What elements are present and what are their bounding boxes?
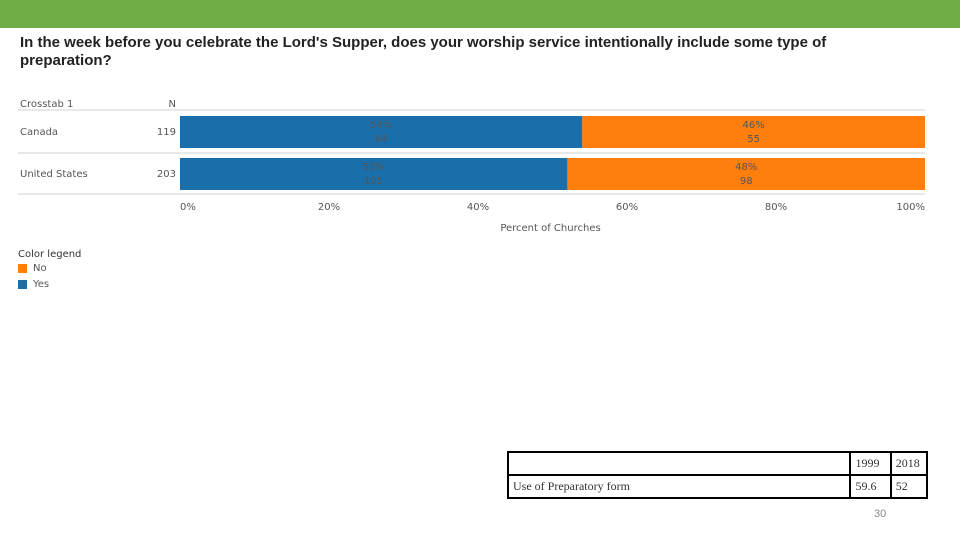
bar-canada-yes [180,116,583,148]
data-label-pct-united-states-yes: 52% [363,162,385,173]
x-tick-label-4: 80% [765,202,787,213]
legend-item-no: No [18,263,47,274]
crosstab-chart: Crosstab 1 N Canada 119 54% 64 46% 55 United Sta… [18,99,925,234]
page-title: In the week before you celebrate the Lor… [20,34,827,69]
data-label-count-united-states-yes: 105 [364,176,383,187]
data-label-pct-canada-yes: 54% [370,120,392,131]
x-tick-label-1: 20% [318,202,340,213]
table-header-row: 1999 2018 [506,451,929,476]
row-n-canada: 119 [157,127,176,138]
data-label-count-canada-yes: 64 [375,134,388,145]
legend-label-no: No [33,263,47,274]
bar-canada-no [582,116,925,148]
row-label-canada: Canada [20,127,58,138]
table-header-1999: 1999 [849,451,892,476]
x-axis-label: Percent of Churches [500,223,600,234]
table-row-label: Use of Preparatory form [506,474,852,499]
legend-label-yes: Yes [33,279,50,290]
data-label-pct-united-states-no: 48% [735,162,757,173]
bar-united-states-yes [180,158,568,190]
x-tick-label-5: 100% [896,202,925,213]
data-label-pct-canada-no: 46% [743,120,765,131]
n-header-label: N [169,99,176,110]
legend-item-yes: Yes [18,279,49,290]
preparatory-form-table: 1999 2018 Use of Preparatory form 59.6 5… [506,451,929,499]
data-label-count-canada-no: 55 [747,134,760,145]
table-cell-1999: 59.6 [849,474,892,499]
table-header-2018: 2018 [889,451,929,476]
x-tick-label-3: 60% [616,202,638,213]
table-row: Use of Preparatory form 59.6 52 [506,474,929,499]
data-label-count-united-states-no: 98 [740,176,753,187]
row-label-united-states: United States [20,169,88,180]
top-accent-bar [0,0,960,28]
table-cell-2018: 52 [889,474,929,499]
page-number: 30 [874,508,887,520]
bar-united-states-no [567,158,925,190]
legend-swatch-yes [18,280,27,289]
x-tick-label-0: 0% [180,202,196,213]
legend-title: Color legend [18,249,82,260]
crosstab-header-label: Crosstab 1 [20,99,73,110]
row-n-united-states: 203 [157,169,176,180]
legend-swatch-no [18,264,27,273]
table-header-empty [506,451,852,476]
x-tick-label-2: 40% [467,202,489,213]
